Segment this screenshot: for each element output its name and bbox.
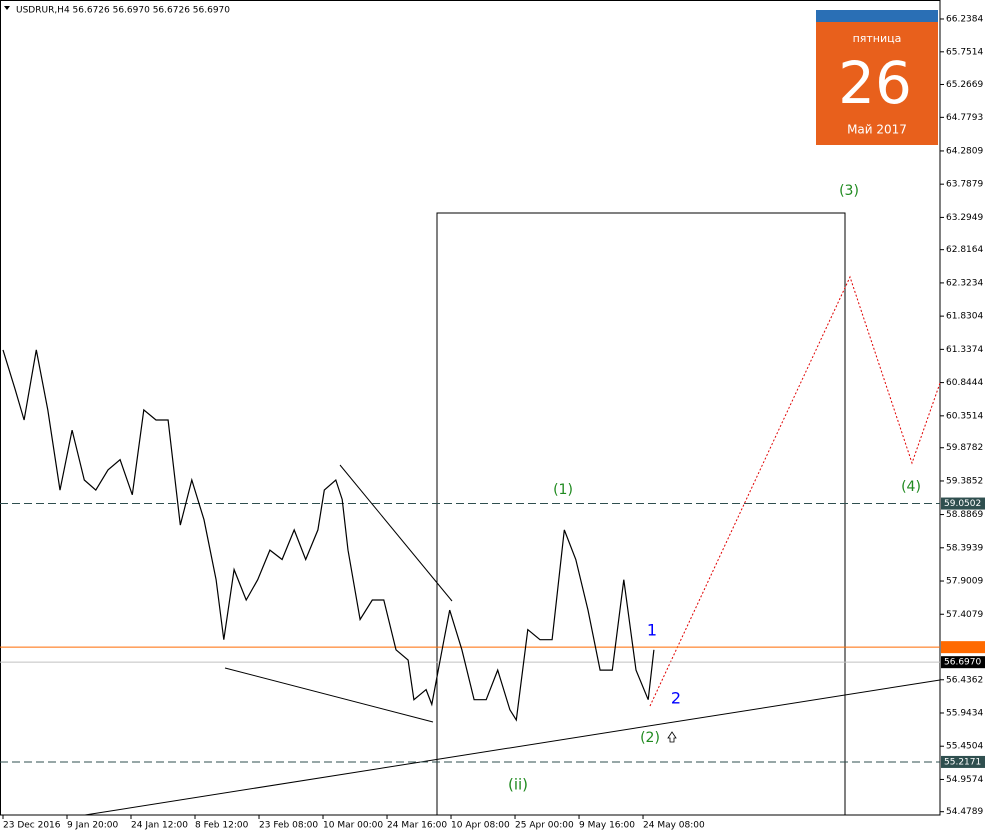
y-tick-label: 60.3514 (946, 411, 983, 421)
x-tick-label: 25 Apr 00:00 (515, 821, 574, 831)
calendar-month: Май 2017 (847, 123, 907, 137)
x-tick-label: 9 May 16:00 (579, 821, 635, 831)
y-tick-label: 63.2949 (946, 213, 983, 223)
x-tick-label: 24 Mar 16:00 (387, 821, 447, 831)
wave-label: (2) (640, 730, 660, 746)
y-tick-label: 58.8869 (946, 510, 983, 520)
y-tick-label: 58.3939 (946, 543, 983, 553)
calendar-body (816, 18, 938, 145)
y-tick-label: 62.8164 (946, 245, 983, 255)
plot-frame (0, 0, 941, 816)
wave-label: (1) (553, 482, 573, 498)
projection (649, 275, 941, 707)
wave-label: (ii) (508, 776, 528, 794)
price-line-series (2, 349, 655, 722)
y-tick-label: 64.7793 (946, 113, 983, 123)
y-tick-label: 66.2384 (946, 14, 983, 24)
y-tick-label: 63.7879 (946, 180, 983, 190)
y-tick-label: 61.3374 (946, 345, 983, 355)
x-tick-label: 9 Jan 20:00 (67, 821, 119, 831)
y-tick-label: 61.8304 (946, 312, 983, 322)
wave-label: (3) (839, 183, 859, 199)
arrow-icon (667, 731, 677, 743)
calendar-day: 26 (838, 49, 912, 117)
trend-line (224, 667, 434, 723)
calendar-rings (816, 10, 938, 22)
level-label: 55.2171 (944, 757, 981, 767)
x-tick-label: 24 May 08:00 (643, 821, 705, 831)
x-tick-label: 8 Feb 12:00 (195, 821, 249, 831)
y-tick-label: 59.8782 (946, 443, 983, 453)
wave-label: (4) (901, 479, 921, 495)
y-tick-label: 56.4362 (946, 675, 983, 685)
y-tick-label: 60.8444 (946, 378, 983, 388)
trend-line (339, 464, 453, 602)
y-tick-label: 54.4789 (946, 807, 983, 817)
y-tick-label: 59.3852 (946, 476, 983, 486)
y-tick-label: 65.2669 (946, 80, 983, 90)
calendar-weekday: пятница (853, 32, 902, 45)
y-tick-label: 62.3234 (946, 278, 983, 288)
price-label: 56.6970 (944, 658, 981, 668)
y-tick-label: 54.9574 (946, 775, 983, 785)
chart-title: USDRUR,H4 56.6726 56.6970 56.6726 56.697… (16, 6, 230, 16)
x-tick-label: 10 Apr 08:00 (451, 821, 510, 831)
box (436, 212, 846, 816)
support-line (84, 679, 941, 816)
level-tag (941, 755, 985, 768)
drawings (84, 212, 941, 816)
y-tick-label: 57.9009 (946, 577, 983, 587)
y-tick-label: 55.9434 (946, 708, 983, 718)
wave-label: 2 (671, 689, 681, 708)
level-label: 59.0502 (944, 499, 981, 509)
level-tag (941, 641, 985, 654)
x-tick-label: 10 Mar 00:00 (323, 821, 383, 831)
calendar: пятница 26 Май 2017 (816, 10, 938, 145)
menu-arrow (4, 6, 10, 10)
x-tick-label: 23 Dec 2016 (3, 821, 61, 831)
y-tick-label: 64.2809 (946, 146, 983, 156)
level-tag (941, 497, 985, 510)
wave-label: 1 (647, 621, 657, 640)
price-tag (941, 656, 985, 669)
y-tick-label: 57.4079 (946, 610, 983, 620)
x-tick-label: 24 Jan 12:00 (131, 821, 188, 831)
x-tick-label: 23 Feb 08:00 (259, 821, 318, 831)
y-tick-label: 65.7514 (946, 47, 983, 57)
y-tick-label: 55.4504 (946, 742, 983, 752)
